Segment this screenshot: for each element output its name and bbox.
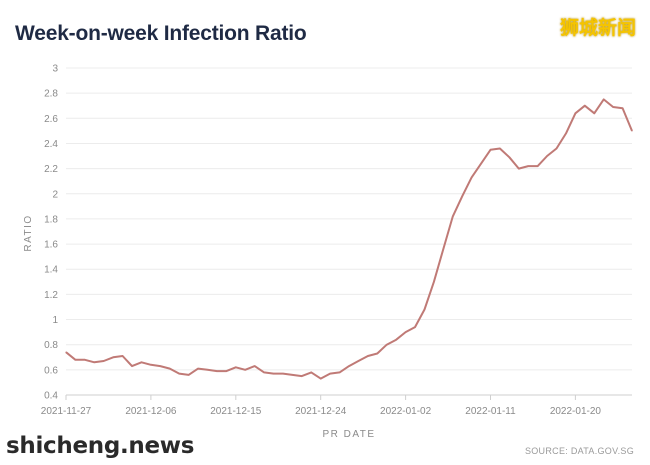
- data-point: [103, 360, 105, 362]
- data-point: [291, 374, 293, 376]
- data-point: [339, 371, 341, 373]
- series-line: [65, 98, 633, 380]
- y-tick-label: 2.8: [44, 89, 58, 100]
- data-point: [518, 168, 520, 170]
- data-point: [565, 132, 567, 134]
- data-point: [320, 378, 322, 380]
- data-point: [310, 371, 312, 373]
- y-tick-label: 0.6: [44, 365, 58, 376]
- y-tick-label: 0.8: [44, 340, 58, 351]
- y-tick-label: 2: [52, 189, 58, 200]
- x-tick-label: 2022-01-02: [380, 406, 432, 417]
- data-point: [272, 373, 275, 375]
- data-point: [423, 308, 426, 311]
- data-point: [433, 281, 435, 283]
- watermark-logo-top: 狮城新闻: [559, 17, 636, 39]
- data-point: [593, 112, 595, 114]
- data-point: [584, 105, 586, 107]
- data-point: [461, 195, 463, 197]
- data-point: [84, 359, 86, 361]
- data-point: [499, 147, 501, 150]
- data-point: [386, 344, 388, 346]
- chart-title: Week-on-week Infection Ratio: [15, 22, 307, 45]
- y-tick-label: 2.4: [44, 139, 58, 150]
- data-point: [301, 375, 303, 377]
- y-tick-label: 1.6: [44, 240, 58, 251]
- x-axis-label: PR DATE: [322, 429, 375, 440]
- y-axis-label: RATIO: [23, 214, 34, 251]
- data-point: [631, 130, 633, 132]
- data-point: [329, 373, 331, 375]
- y-tick-label: 1: [52, 315, 58, 326]
- data-point: [206, 369, 209, 371]
- data-point: [235, 366, 237, 368]
- data-point: [169, 368, 171, 370]
- data-point: [622, 107, 624, 109]
- data-point: [188, 374, 190, 376]
- data-point: [254, 365, 256, 367]
- data-point: [93, 361, 95, 363]
- data-point: [131, 365, 133, 367]
- series-group: [65, 98, 633, 380]
- data-point: [603, 98, 605, 100]
- data-point: [197, 368, 199, 370]
- data-point: [452, 215, 454, 217]
- data-point: [65, 351, 67, 353]
- data-point: [159, 365, 161, 367]
- data-point: [140, 361, 143, 363]
- data-point: [555, 147, 558, 150]
- y-tick-label: 3: [52, 64, 58, 75]
- data-point: [263, 371, 265, 373]
- watermark-site: shicheng.news: [6, 433, 195, 459]
- data-point: [527, 165, 529, 167]
- data-point: [357, 360, 359, 362]
- x-tick-label: 2021-12-15: [210, 406, 262, 417]
- y-tick-label: 1.2: [44, 290, 58, 301]
- data-point: [150, 364, 152, 366]
- data-point: [414, 326, 416, 328]
- y-tick-label: 1.8: [44, 214, 58, 225]
- data-point: [442, 248, 444, 250]
- gridlines: [66, 67, 632, 396]
- y-tick-label: 1.4: [44, 265, 58, 276]
- data-point: [508, 156, 510, 158]
- data-point: [282, 373, 284, 375]
- y-tick-label: 0.4: [44, 391, 58, 402]
- x-tick-label: 2021-11-27: [41, 406, 92, 417]
- data-point: [574, 112, 577, 114]
- data-point: [376, 352, 378, 355]
- data-point: [546, 155, 548, 157]
- x-tick-label: 2021-12-24: [295, 406, 347, 417]
- data-point: [537, 165, 539, 167]
- data-point: [216, 370, 218, 372]
- data-point: [178, 373, 180, 375]
- data-point: [471, 176, 473, 178]
- x-tick-label: 2022-01-20: [550, 406, 602, 417]
- data-point: [112, 356, 114, 358]
- data-point: [244, 369, 246, 371]
- data-point: [367, 355, 369, 357]
- data-point: [395, 339, 397, 341]
- x-tick-label: 2022-01-11: [465, 406, 516, 417]
- data-point: [122, 355, 124, 357]
- data-point: [612, 106, 614, 108]
- data-point: [74, 359, 76, 361]
- data-point: [489, 149, 492, 151]
- y-tick-label: 2.6: [44, 114, 58, 125]
- data-point: [348, 365, 350, 367]
- data-point: [480, 163, 482, 165]
- data-point: [405, 331, 407, 333]
- y-axis-ticks: 0.4 0.6 0.8 1 1.2 1.4 1.6 1.8 2 2.2 2.4 2.6 2.8 3: [44, 64, 58, 402]
- y-tick-label: 2.2: [44, 164, 58, 175]
- data-point: [225, 370, 227, 372]
- source-note: SOURCE: DATA.GOV.SG: [524, 446, 634, 456]
- x-axis-ticks: 2021-11-27 2021-12-06 2021-12-15 2021-12-24…: [41, 395, 602, 417]
- x-tick-label: 2021-12-06: [125, 406, 177, 417]
